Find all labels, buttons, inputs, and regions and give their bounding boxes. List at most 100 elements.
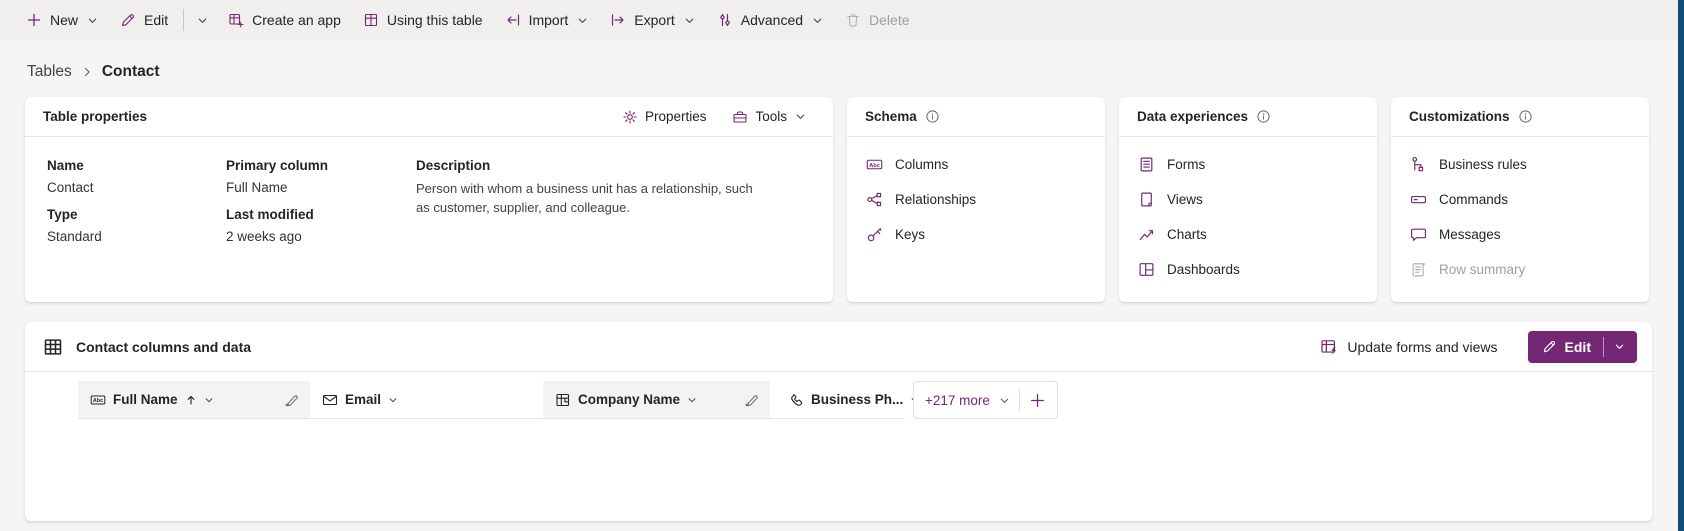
primary-column-value: Full Name bbox=[226, 180, 288, 195]
row-summary-label: Row summary bbox=[1439, 262, 1526, 277]
key-icon bbox=[866, 226, 883, 243]
data-experiences-card: Data experiences Forms Views bbox=[1119, 97, 1377, 302]
divider bbox=[1603, 336, 1604, 357]
dashboards-icon bbox=[1138, 261, 1155, 278]
pencil-icon bbox=[1542, 339, 1557, 354]
add-column-plus-icon[interactable] bbox=[1029, 392, 1046, 409]
dashboards-label: Dashboards bbox=[1167, 262, 1240, 277]
commands-label: Commands bbox=[1439, 192, 1509, 207]
relationships-label: Relationships bbox=[895, 192, 977, 207]
data-card-title-group: Contact columns and data bbox=[43, 337, 251, 357]
edit-split-chevron[interactable] bbox=[189, 4, 216, 36]
export-button[interactable]: Export bbox=[600, 4, 704, 36]
grid-icon bbox=[363, 12, 379, 28]
name-label: Name bbox=[47, 158, 84, 173]
data-experiences-header: Data experiences bbox=[1119, 97, 1377, 137]
abc-text-column-icon: Abc bbox=[866, 156, 883, 173]
schema-item-keys[interactable]: Keys bbox=[853, 217, 1099, 252]
data-card-header: Contact columns and data Update forms an… bbox=[25, 322, 1652, 372]
using-this-table-button[interactable]: Using this table bbox=[353, 4, 493, 36]
chevron-right-icon bbox=[81, 66, 93, 78]
export-arrow-icon bbox=[610, 12, 626, 28]
chevron-down-icon bbox=[87, 15, 98, 26]
views-label: Views bbox=[1167, 192, 1203, 207]
plus-icon bbox=[26, 12, 42, 28]
export-label: Export bbox=[634, 12, 675, 28]
schema-item-relationships[interactable]: Relationships bbox=[853, 182, 1099, 217]
customizations-item-messages[interactable]: Messages bbox=[1397, 217, 1643, 252]
tools-button[interactable]: Tools bbox=[723, 102, 815, 132]
more-columns-button[interactable]: +217 more bbox=[925, 392, 990, 408]
relationships-icon bbox=[866, 191, 883, 208]
command-bar: New Edit Create an app Using this table … bbox=[0, 0, 1684, 40]
table-properties-header: Table properties Properties Tools bbox=[25, 97, 833, 137]
chevron-down-icon bbox=[204, 395, 214, 405]
customizations-item-commands[interactable]: Commands bbox=[1397, 182, 1643, 217]
update-forms-views-button[interactable]: Update forms and views bbox=[1312, 331, 1505, 363]
breadcrumb-tables-link[interactable]: Tables bbox=[27, 63, 72, 80]
table-lightning-icon bbox=[1320, 338, 1338, 356]
last-modified-label: Last modified bbox=[226, 207, 314, 222]
customizations-list: Business rules Commands Messages Row sum… bbox=[1391, 137, 1649, 297]
chevron-down-icon bbox=[684, 15, 695, 26]
business-phone-label: Business Ph... bbox=[811, 392, 904, 407]
advanced-button[interactable]: Advanced bbox=[707, 4, 833, 36]
phone-icon bbox=[788, 392, 804, 408]
data-experiences-item-views[interactable]: Views bbox=[1125, 182, 1371, 217]
chevron-down-icon[interactable] bbox=[1612, 341, 1627, 352]
chevron-down-icon[interactable] bbox=[999, 395, 1010, 406]
customizations-card: Customizations Business rules Commands bbox=[1391, 97, 1649, 302]
customizations-item-business-rules[interactable]: Business rules bbox=[1397, 147, 1643, 182]
charts-label: Charts bbox=[1167, 227, 1207, 242]
info-icon[interactable] bbox=[1518, 109, 1533, 124]
line-chart-icon bbox=[1138, 226, 1155, 243]
contact-columns-data-card: Contact columns and data Update forms an… bbox=[25, 322, 1652, 521]
schema-list: Abc Columns Relationships Keys bbox=[847, 137, 1105, 262]
properties-column-2: Primary column Full Name Last modified 2… bbox=[226, 158, 416, 256]
data-experiences-title: Data experiences bbox=[1137, 109, 1249, 124]
import-label: Import bbox=[528, 12, 569, 28]
breadcrumb-current: Contact bbox=[101, 63, 160, 80]
create-an-app-button[interactable]: Create an app bbox=[218, 4, 351, 36]
business-rules-icon bbox=[1410, 156, 1427, 173]
forms-icon bbox=[1138, 156, 1155, 173]
messages-label: Messages bbox=[1439, 227, 1501, 242]
chevron-down-icon bbox=[812, 15, 823, 26]
full-name-label: Full Name bbox=[113, 392, 178, 407]
chevron-down-icon bbox=[687, 395, 697, 405]
data-experiences-item-charts[interactable]: Charts bbox=[1125, 217, 1371, 252]
rename-pencil-icon[interactable] bbox=[284, 393, 298, 407]
new-button[interactable]: New bbox=[16, 4, 108, 36]
gear-icon bbox=[622, 109, 638, 125]
breadcrumb: Tables Contact bbox=[27, 63, 1684, 81]
row-summary-icon bbox=[1410, 261, 1427, 278]
create-an-app-label: Create an app bbox=[252, 12, 341, 28]
column-header-company-name[interactable]: Company Name bbox=[543, 381, 770, 419]
edit-button[interactable]: Edit bbox=[110, 4, 178, 36]
chevron-down-icon bbox=[577, 15, 588, 26]
grid-edit-button[interactable]: Edit bbox=[1527, 330, 1637, 363]
more-columns-control: +217 more bbox=[913, 381, 1058, 419]
sort-ascending-icon bbox=[185, 394, 197, 406]
divider bbox=[1018, 389, 1020, 411]
column-header-business-phone[interactable]: Business Ph... bbox=[770, 381, 919, 419]
type-label: Type bbox=[47, 207, 78, 222]
chevron-down-icon bbox=[795, 111, 806, 122]
import-button[interactable]: Import bbox=[495, 4, 599, 36]
mail-icon bbox=[322, 392, 338, 408]
schema-header: Schema bbox=[847, 97, 1105, 137]
column-header-email[interactable]: Email bbox=[310, 381, 543, 419]
delete-label: Delete bbox=[869, 12, 910, 28]
rename-pencil-icon[interactable] bbox=[744, 393, 758, 407]
abc-text-column-icon: Abc bbox=[90, 392, 106, 408]
commands-icon bbox=[1410, 191, 1427, 208]
properties-label: Properties bbox=[644, 109, 707, 124]
info-icon[interactable] bbox=[925, 109, 940, 124]
column-header-full-name[interactable]: Abc Full Name bbox=[78, 381, 310, 419]
svg-text:Abc: Abc bbox=[869, 163, 881, 169]
data-experiences-item-dashboards[interactable]: Dashboards bbox=[1125, 252, 1371, 287]
info-icon[interactable] bbox=[1256, 109, 1271, 124]
data-experiences-item-forms[interactable]: Forms bbox=[1125, 147, 1371, 182]
schema-item-columns[interactable]: Abc Columns bbox=[853, 147, 1099, 182]
properties-button[interactable]: Properties bbox=[613, 102, 716, 132]
